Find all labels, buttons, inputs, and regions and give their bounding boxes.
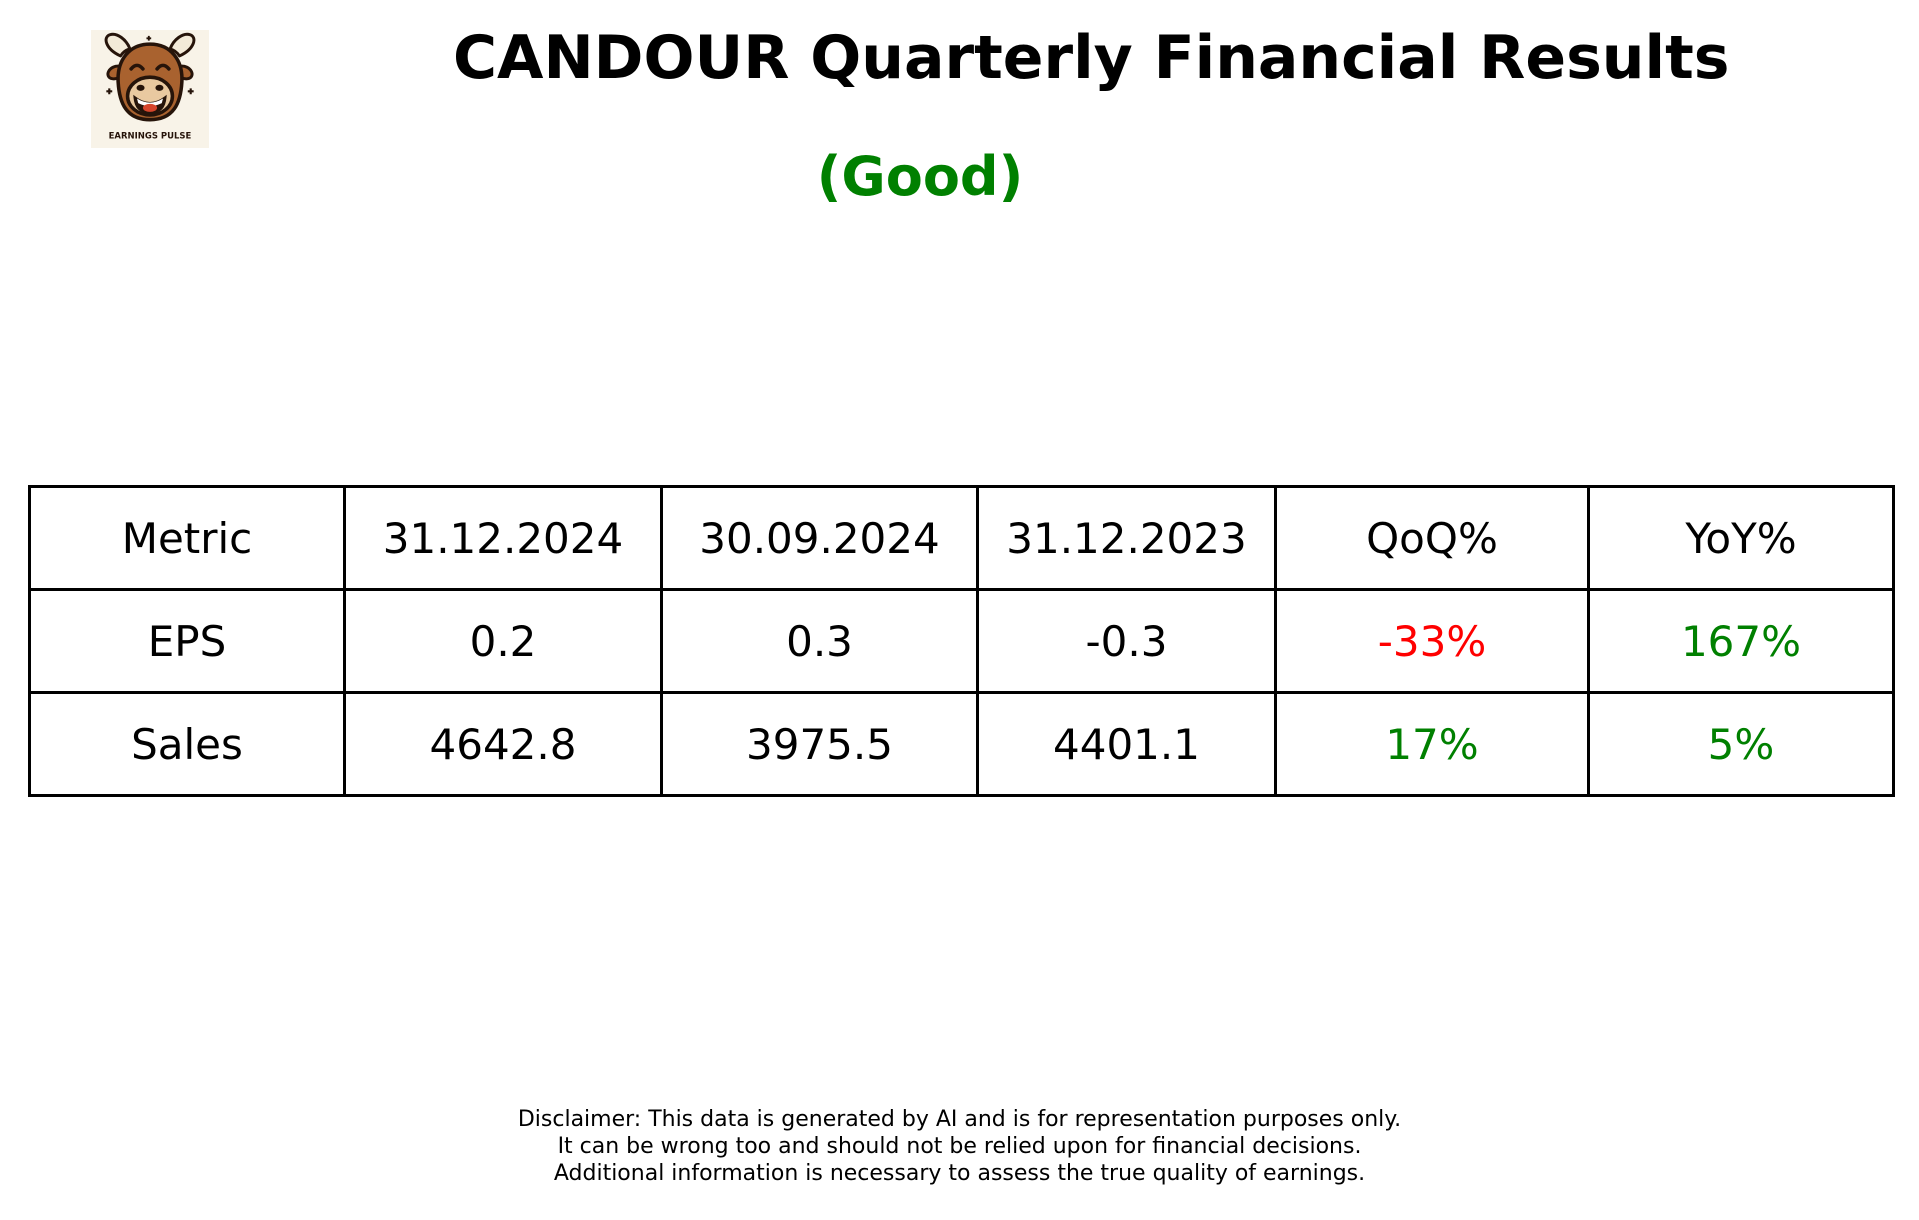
sales-qoq-value: 17%	[1274, 691, 1590, 797]
results-table: Metric 31.12.2024 30.09.2024 31.12.2023 …	[28, 485, 1895, 797]
disclaimer: Disclaimer: This data is generated by AI…	[0, 1106, 1919, 1187]
verdict-subtitle: (Good)	[816, 145, 1024, 208]
column-header-q-yearago: 31.12.2023	[976, 485, 1277, 591]
column-header-q-current: 31.12.2024	[343, 485, 663, 591]
metric-label: Sales	[28, 691, 346, 797]
table-row-sales: Sales 4642.8 3975.5 4401.1 17% 5%	[28, 691, 1895, 797]
eps-yoy-value: 167%	[1587, 588, 1895, 694]
disclaimer-line-3: Additional information is necessary to a…	[553, 1161, 1366, 1186]
column-header-metric: Metric	[28, 485, 346, 591]
disclaimer-line-2: It can be wrong too and should not be re…	[557, 1134, 1362, 1159]
eps-qoq-value: -33%	[1274, 588, 1590, 694]
sales-current-value: 4642.8	[343, 691, 663, 797]
sales-yearago-value: 4401.1	[976, 691, 1277, 797]
sales-yoy-value: 5%	[1587, 691, 1895, 797]
eps-previous-value: 0.3	[660, 588, 979, 694]
earnings-pulse-logo: EARNINGS PULSE	[89, 30, 211, 148]
table-row-eps: EPS 0.2 0.3 -0.3 -33% 167%	[28, 588, 1895, 694]
column-header-qoq: QoQ%	[1274, 485, 1590, 591]
metric-label: EPS	[28, 588, 346, 694]
eps-yearago-value: -0.3	[976, 588, 1277, 694]
table-header-row: Metric 31.12.2024 30.09.2024 31.12.2023 …	[28, 485, 1895, 591]
disclaimer-line-1: Disclaimer: This data is generated by AI…	[517, 1107, 1402, 1132]
sales-previous-value: 3975.5	[660, 691, 979, 797]
page-title: CANDOUR Quarterly Financial Results	[453, 23, 1730, 93]
column-header-yoy: YoY%	[1587, 485, 1895, 591]
eps-current-value: 0.2	[343, 588, 663, 694]
column-header-q-previous: 30.09.2024	[660, 485, 979, 591]
bull-icon: EARNINGS PULSE	[91, 30, 209, 148]
logo-brand-text: EARNINGS PULSE	[109, 132, 192, 142]
